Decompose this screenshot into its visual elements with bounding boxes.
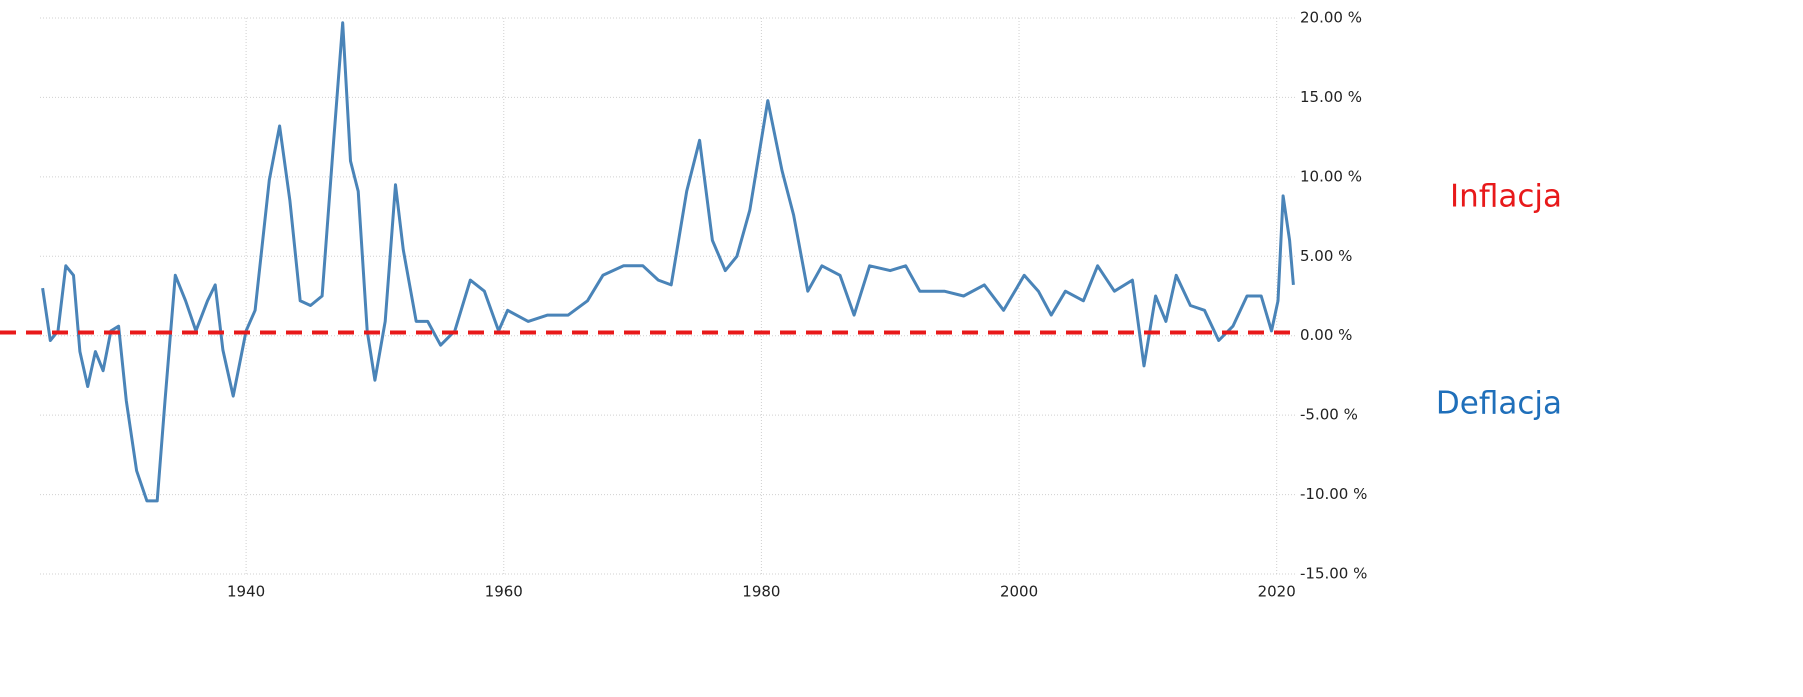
- x-tick-label: 2000: [1000, 583, 1038, 601]
- y-tick-label: 20.00 %: [1300, 9, 1362, 27]
- x-tick-label: 1960: [485, 583, 523, 601]
- y-tick-label: -15.00 %: [1300, 565, 1367, 583]
- y-tick-label: 15.00 %: [1300, 88, 1362, 106]
- y-tick-label: 0.00 %: [1300, 326, 1352, 344]
- x-tick-label: 1940: [227, 583, 265, 601]
- y-tick-label: 10.00 %: [1300, 167, 1362, 185]
- annotation: Inflacja: [1450, 179, 1562, 215]
- annotation: Deflacja: [1436, 386, 1562, 422]
- y-tick-label: -10.00 %: [1300, 485, 1367, 503]
- x-tick-label: 2020: [1258, 583, 1296, 601]
- y-tick-label: -5.00 %: [1300, 406, 1358, 424]
- line-series: [41, 21, 1295, 503]
- y-tick-label: 5.00 %: [1300, 247, 1352, 265]
- x-tick-label: 1980: [742, 583, 780, 601]
